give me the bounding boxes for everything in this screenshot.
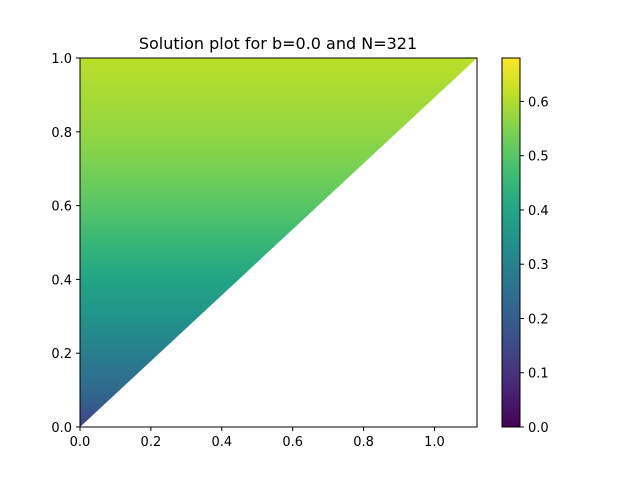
- y-axis: 0.0 0.2 0.4 0.6 0.8 1.0: [51, 52, 80, 436]
- colorbar-tick-label: 0.2: [528, 312, 549, 327]
- colorbar-axis: 0.0 0.1 0.2 0.3 0.4 0.5 0.6: [520, 95, 549, 436]
- x-tick-label: 0.4: [211, 435, 232, 450]
- x-tick-label: 0.0: [70, 435, 91, 450]
- y-tick-label: 0.2: [51, 347, 72, 362]
- colorbar-tick-label: 0.3: [528, 258, 549, 273]
- colorbar-tick-label: 0.5: [528, 150, 549, 165]
- x-tick-label: 1.0: [424, 435, 445, 450]
- y-tick-label: 0.0: [51, 421, 72, 436]
- chart-title: Solution plot for b=0.0 and N=321: [139, 34, 417, 53]
- solution-field: [80, 58, 477, 427]
- colorbar-tick-label: 0.1: [528, 367, 549, 382]
- y-tick-label: 1.0: [51, 52, 72, 67]
- plot-area: 0.0 0.2 0.4 0.6 0.8 1.0 0.0 0.2 0.4 0.6 0.8 1.0: [51, 52, 478, 450]
- colorbar-tick-label: 0.4: [528, 204, 549, 219]
- colorbar: 0.0 0.1 0.2 0.3 0.4 0.5 0.6: [501, 57, 549, 436]
- x-tick-label: 0.6: [282, 435, 303, 450]
- colorbar-tick-label: 0.6: [528, 95, 549, 110]
- x-axis: 0.0 0.2 0.4 0.6 0.8 1.0: [70, 427, 445, 450]
- y-tick-label: 0.4: [51, 273, 72, 288]
- y-tick-label: 0.8: [51, 126, 72, 141]
- x-tick-label: 0.2: [141, 435, 162, 450]
- colorbar-tick-label: 0.0: [528, 421, 549, 436]
- axes-frame: [79, 57, 478, 428]
- y-tick-label: 0.6: [51, 200, 72, 215]
- colorbar-scale: [501, 57, 521, 428]
- x-tick-label: 0.8: [353, 435, 374, 450]
